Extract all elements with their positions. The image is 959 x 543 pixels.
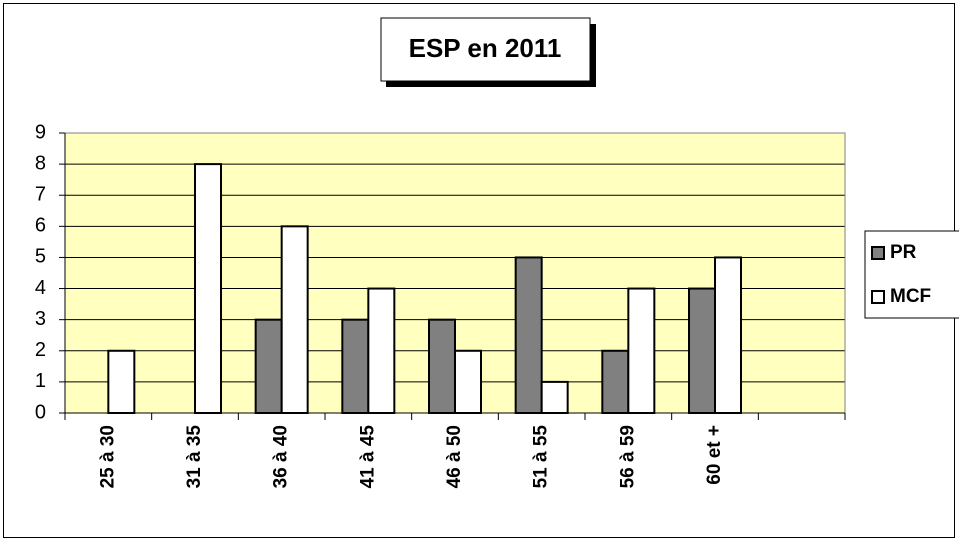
bar: [540, 380, 569, 414]
y-tick-label: 2: [35, 339, 46, 361]
bar: [367, 287, 396, 414]
bar: [714, 256, 742, 415]
x-tick-label: 36 à 40: [271, 425, 292, 488]
x-tick-label: 41 à 45: [357, 425, 378, 489]
legend-swatch: [871, 290, 885, 304]
y-tick-label: 4: [35, 277, 46, 299]
bar: [341, 318, 370, 414]
legend-label: PR: [890, 242, 917, 263]
bar: [194, 163, 222, 414]
x-tick-label: 31 à 35: [184, 425, 205, 489]
x-tick-label: 46 à 50: [444, 425, 465, 488]
bar: [107, 349, 136, 414]
title-box: [380, 17, 591, 82]
bar: [688, 287, 716, 414]
bar: [454, 349, 482, 414]
bar: [254, 318, 283, 414]
legend-label: MCF: [890, 286, 931, 307]
chart-title: ESP en 2011: [409, 33, 562, 63]
y-tick-label: 8: [35, 152, 46, 174]
y-tick-label: 7: [35, 184, 46, 206]
x-tick-label: 56 à 59: [617, 425, 638, 488]
bar: [627, 287, 656, 414]
bar: [280, 225, 309, 414]
y-tick-label: 9: [35, 121, 46, 143]
bar: [601, 349, 630, 414]
y-tick-label: 0: [35, 401, 46, 423]
bar: [514, 256, 543, 415]
y-tick-label: 5: [35, 246, 46, 268]
x-tick-label: 51 à 55: [531, 425, 552, 489]
bar: [428, 318, 456, 414]
y-tick-label: 1: [35, 370, 46, 392]
y-tick-label: 6: [35, 215, 46, 237]
y-tick-label: 3: [35, 308, 46, 330]
x-tick-label: 60 et +: [704, 425, 725, 485]
x-tick-label: 25 à 30: [97, 425, 118, 488]
legend-swatch: [871, 246, 885, 260]
